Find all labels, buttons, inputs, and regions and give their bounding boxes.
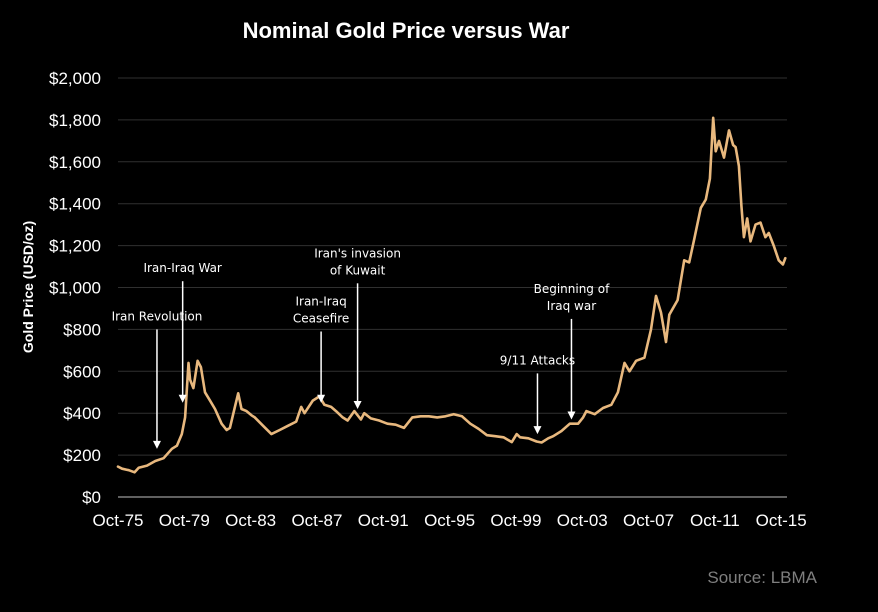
x-tick-label: Oct-99 (490, 511, 541, 530)
y-tick-label: $1,200 (49, 237, 101, 256)
y-axis-ticks: $0 $200 $400 $600 $800 $1,000 $1,200 $1,400 $1,6… (49, 69, 101, 507)
y-tick-label: $1,600 (49, 153, 101, 172)
y-tick-label: $1,000 (49, 279, 101, 298)
y-tick-label: $600 (63, 362, 101, 381)
annotation-arrowhead (178, 394, 187, 403)
y-axis-label: Gold Price (USD/oz) (20, 221, 36, 353)
x-tick-label: Oct-83 (225, 511, 276, 530)
y-tick-label: $800 (63, 320, 101, 339)
annotation-label: Beginning of (534, 282, 610, 296)
x-axis-ticks: Oct-75 Oct-79 Oct-83 Oct-87 Oct-91 Oct-95 Oct-… (92, 511, 806, 530)
annotation: 9/11 Attacks (500, 353, 575, 435)
source-note: Source: LBMA (707, 568, 817, 587)
annotation: Iran-Iraq War (143, 261, 222, 403)
annotation-arrowhead (353, 401, 362, 410)
annotation: Beginning of Iraq war (534, 282, 610, 420)
annotation-arrowhead (317, 394, 326, 403)
x-tick-label: Oct-11 (690, 511, 740, 530)
y-tick-label: $200 (63, 446, 101, 465)
series-layer (116, 116, 787, 474)
annotations: Iran Revolution Iran-Iraq War Iran-Iraq Cea… (112, 246, 610, 449)
annotation-label: Iraq war (547, 299, 596, 313)
gold-price-line (116, 116, 787, 474)
y-tick-label: $400 (63, 404, 101, 423)
annotation-label: Iran-Iraq (295, 294, 346, 308)
y-tick-label: $2,000 (49, 69, 101, 88)
annotation-label: Iran's invasion (314, 246, 401, 260)
annotation-label: Ceasefire (293, 311, 349, 325)
x-tick-label: Oct-75 (92, 511, 143, 530)
x-tick-label: Oct-03 (557, 511, 608, 530)
annotation-arrowhead (567, 411, 576, 420)
x-tick-label: Oct-15 (756, 511, 807, 530)
annotation: Iran's invasion of Kuwait (314, 246, 401, 410)
chart-title: Nominal Gold Price versus War (243, 18, 570, 43)
annotation-label: Iran-Iraq War (143, 261, 221, 275)
annotation-label: 9/11 Attacks (500, 353, 575, 367)
annotation-arrowhead (152, 440, 161, 449)
annotation-label: of Kuwait (330, 263, 386, 277)
x-tick-label: Oct-87 (291, 511, 342, 530)
annotation-label: Iran Revolution (112, 309, 203, 323)
annotation: Iran-Iraq Ceasefire (293, 294, 349, 403)
x-tick-label: Oct-79 (159, 511, 210, 530)
y-tick-label: $1,800 (49, 111, 101, 130)
x-tick-label: Oct-91 (358, 511, 409, 530)
x-tick-label: Oct-95 (424, 511, 475, 530)
annotation: Iran Revolution (112, 309, 203, 449)
y-tick-label: $0 (82, 488, 101, 507)
gridlines (118, 77, 787, 456)
annotation-arrowhead (533, 426, 542, 435)
y-tick-label: $1,400 (49, 195, 101, 214)
x-tick-label: Oct-07 (623, 511, 674, 530)
